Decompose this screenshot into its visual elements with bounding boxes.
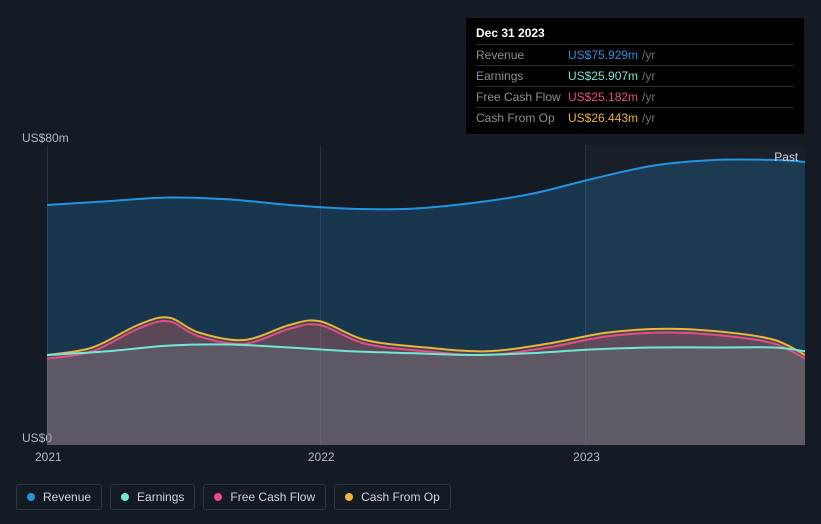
- chart-svg: [47, 145, 805, 445]
- legend-label: Revenue: [43, 490, 91, 504]
- tooltip-date: Dec 31 2023: [476, 24, 794, 44]
- legend-label: Earnings: [137, 490, 184, 504]
- tooltip-unit: /yr: [642, 90, 655, 104]
- tooltip-label: Cash From Op: [476, 111, 568, 125]
- tooltip-value: US$25.907m: [568, 69, 638, 83]
- legend-item-revenue[interactable]: Revenue: [16, 484, 102, 510]
- tooltip-row: Cash From OpUS$26.443m/yr: [476, 107, 794, 128]
- tooltip-value: US$25.182m: [568, 90, 638, 104]
- chart-legend: Revenue Earnings Free Cash Flow Cash From O…: [16, 484, 451, 510]
- tooltip-row: RevenueUS$75.929m/yr: [476, 44, 794, 65]
- legend-dot-icon: [345, 493, 353, 501]
- legend-dot-icon: [27, 493, 35, 501]
- tooltip-value: US$26.443m: [568, 111, 638, 125]
- legend-item-earnings[interactable]: Earnings: [110, 484, 195, 510]
- x-axis-label: 2021: [35, 450, 62, 464]
- legend-dot-icon: [214, 493, 222, 501]
- legend-label: Cash From Op: [361, 490, 440, 504]
- financial-chart: [16, 145, 805, 445]
- legend-item-free-cash-flow[interactable]: Free Cash Flow: [203, 484, 326, 510]
- tooltip-label: Free Cash Flow: [476, 90, 568, 104]
- x-axis-label: 2022: [308, 450, 335, 464]
- y-axis-label: US$80m: [22, 131, 69, 145]
- x-axis-label: 2023: [573, 450, 600, 464]
- legend-item-cash-from-op[interactable]: Cash From Op: [334, 484, 451, 510]
- tooltip-unit: /yr: [642, 69, 655, 83]
- tooltip-unit: /yr: [642, 111, 655, 125]
- series-area-earnings: [47, 344, 805, 445]
- past-label: Past: [774, 150, 798, 164]
- legend-label: Free Cash Flow: [230, 490, 315, 504]
- tooltip-unit: /yr: [642, 48, 655, 62]
- tooltip-label: Revenue: [476, 48, 568, 62]
- tooltip-row: Free Cash FlowUS$25.182m/yr: [476, 86, 794, 107]
- chart-tooltip: Dec 31 2023 RevenueUS$75.929m/yrEarnings…: [466, 18, 804, 134]
- tooltip-label: Earnings: [476, 69, 568, 83]
- tooltip-row: EarningsUS$25.907m/yr: [476, 65, 794, 86]
- tooltip-value: US$75.929m: [568, 48, 638, 62]
- legend-dot-icon: [121, 493, 129, 501]
